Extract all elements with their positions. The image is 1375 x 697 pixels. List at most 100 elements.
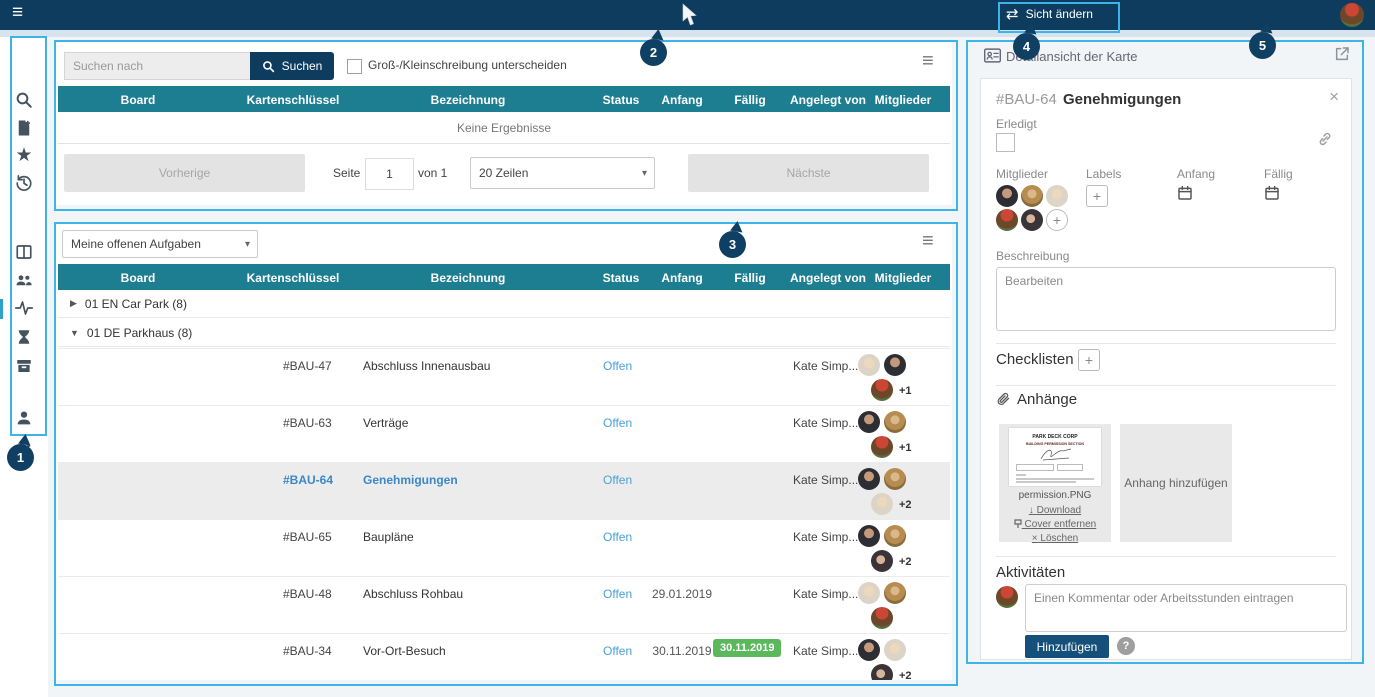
member-avatar — [996, 185, 1018, 207]
avatar — [884, 582, 906, 604]
add-comment-label: Hinzufügen — [1036, 639, 1098, 654]
more-members-count: +2 — [899, 670, 912, 680]
thumb-line — [1016, 478, 1094, 480]
member-avatar — [1046, 185, 1068, 207]
status-link[interactable]: Offen — [603, 587, 633, 601]
card-key: #BAU-47 — [283, 359, 332, 373]
table-menu-icon[interactable]: ≡ — [922, 50, 934, 72]
add-member-button[interactable]: + — [1046, 209, 1068, 231]
add-comment-button[interactable]: Hinzufügen — [1025, 635, 1109, 658]
add-attachment-button[interactable]: Anhang hinzufügen — [1120, 424, 1232, 542]
divider — [996, 385, 1336, 386]
more-members-count: +1 — [899, 442, 912, 454]
search-button[interactable]: Suchen — [250, 52, 334, 80]
col-title: Bezeichnung — [430, 271, 506, 285]
search-input[interactable] — [64, 52, 260, 80]
group-label: 01 EN Car Park (8) — [84, 296, 187, 311]
archive-box-icon[interactable] — [15, 357, 33, 375]
task-filter-value: Meine offenen Aufgaben — [71, 237, 201, 251]
help-icon[interactable]: ? — [1117, 637, 1135, 655]
avatar — [884, 639, 906, 661]
col-due: Fällig — [734, 93, 766, 107]
paperclip-icon — [996, 391, 1011, 407]
table-row[interactable]: #BAU-48 Abschluss Rohbau Offen 29.01.201… — [58, 576, 950, 634]
close-icon[interactable]: × — [1329, 87, 1339, 106]
annotation-balloon-3: 3 — [719, 231, 746, 258]
delete-icon: × — [1031, 533, 1038, 544]
favorites-star-icon[interactable]: ★ — [15, 145, 33, 166]
history-icon[interactable] — [15, 174, 33, 192]
task-filter-select[interactable]: Meine offenen Aufgaben ▾ — [62, 230, 258, 258]
collapse-arrow-icon[interactable]: ▶ — [70, 298, 77, 308]
table-row[interactable]: #BAU-34 Vor-Ort-Besuch Offen 30.11.2019 … — [58, 633, 950, 680]
status-link[interactable]: Offen — [603, 359, 633, 373]
page-number-input[interactable] — [365, 158, 414, 190]
open-external-icon[interactable] — [1334, 46, 1350, 62]
due-calendar-icon[interactable] — [1264, 185, 1280, 201]
card-title[interactable]: Abschluss Innenausbau — [363, 359, 491, 373]
activity-pulse-icon[interactable] — [15, 299, 33, 317]
topbar: ≡ ⇄ Sicht ändern — [0, 0, 1375, 30]
table-row[interactable]: #BAU-47 Abschluss Innenausbau Offen Kate… — [58, 348, 950, 406]
card-key: #BAU-48 — [283, 587, 332, 601]
table-row-selected[interactable]: #BAU-64 Genehmigungen Offen Kate Simp...… — [58, 462, 950, 520]
table-menu-icon[interactable]: ≡ — [922, 230, 934, 252]
creator: Kate Simp... — [793, 530, 859, 544]
attachment-thumbnail[interactable]: PARK DECK CORP BUILDING PERMISSION SECTI… — [1009, 428, 1101, 486]
card-key: #BAU-64 — [996, 91, 1057, 108]
card-title[interactable]: Baupläne — [363, 530, 414, 544]
avatar — [871, 436, 893, 458]
active-nav-marker — [0, 299, 3, 319]
add-checklist-button[interactable]: + — [1078, 349, 1100, 371]
creator: Kate Simp... — [793, 473, 859, 487]
status-link[interactable]: Offen — [603, 473, 633, 487]
search-section: Suchen Groß-/Kleinschreibung unterscheid… — [56, 42, 952, 205]
change-view-button[interactable]: ⇄ Sicht ändern — [1006, 5, 1093, 23]
next-page-button[interactable]: Nächste — [688, 154, 929, 192]
expand-arrow-icon[interactable]: ▼ — [70, 327, 79, 338]
table-row[interactable]: #BAU-63 Verträge Offen Kate Simp... +1 — [58, 405, 950, 463]
remove-cover-link[interactable]: Cover entfernen — [999, 519, 1111, 530]
group-row-en-car-park[interactable]: ▶ 01 EN Car Park (8) — [58, 290, 950, 318]
group-row-de-parkhaus[interactable]: ▼ 01 DE Parkhaus (8) — [58, 319, 950, 347]
card-title[interactable]: Genehmigungen — [363, 473, 458, 487]
status-link[interactable]: Offen — [603, 530, 633, 544]
new-document-icon[interactable] — [15, 119, 33, 137]
prev-page-button[interactable]: Vorherige — [64, 154, 305, 192]
thumb-field — [1016, 464, 1054, 471]
status-link[interactable]: Offen — [603, 416, 633, 430]
comment-textarea[interactable] — [1025, 584, 1347, 632]
card-detail-icon — [984, 48, 1001, 63]
remove-cover-label: Cover entfernen — [1024, 519, 1097, 530]
team-icon[interactable] — [15, 271, 33, 289]
add-label-button[interactable]: + — [1086, 185, 1108, 207]
members-label: Mitglieder — [996, 167, 1049, 181]
card-title[interactable]: Abschluss Rohbau — [363, 587, 464, 601]
annotation-number: 3 — [728, 237, 737, 252]
boards-icon[interactable] — [15, 243, 33, 261]
annotation-number: 1 — [16, 450, 25, 465]
hourglass-icon[interactable] — [15, 328, 33, 346]
card-key: #BAU-64 — [283, 473, 334, 487]
search-icon[interactable] — [15, 91, 33, 109]
start-calendar-icon[interactable] — [1177, 185, 1193, 201]
divider — [996, 343, 1336, 344]
link-icon[interactable] — [1317, 131, 1333, 147]
table-row[interactable]: #BAU-65 Baupläne Offen Kate Simp... +2 — [58, 519, 950, 577]
done-checkbox[interactable] — [996, 133, 1015, 152]
attachment-card[interactable]: PARK DECK CORP BUILDING PERMISSION SECTI… — [999, 424, 1111, 544]
status-link[interactable]: Offen — [603, 644, 633, 658]
delete-link[interactable]: × Löschen — [999, 533, 1111, 544]
hamburger-menu-icon[interactable]: ≡ — [12, 2, 24, 23]
description-textarea[interactable] — [996, 267, 1336, 331]
case-sensitive-checkbox[interactable] — [347, 59, 362, 74]
user-avatar[interactable] — [1340, 3, 1364, 27]
contacts-person-icon[interactable] — [15, 409, 33, 427]
download-link[interactable]: ↓ Download — [999, 505, 1111, 516]
more-members-count: +1 — [899, 385, 912, 397]
rows-per-page-select[interactable]: 20 Zeilen ▾ — [470, 157, 655, 189]
card-title[interactable]: Verträge — [363, 416, 409, 430]
rows-per-page-value: 20 Zeilen — [479, 166, 529, 180]
avatar — [871, 550, 893, 572]
card-title[interactable]: Vor-Ort-Besuch — [363, 644, 446, 658]
